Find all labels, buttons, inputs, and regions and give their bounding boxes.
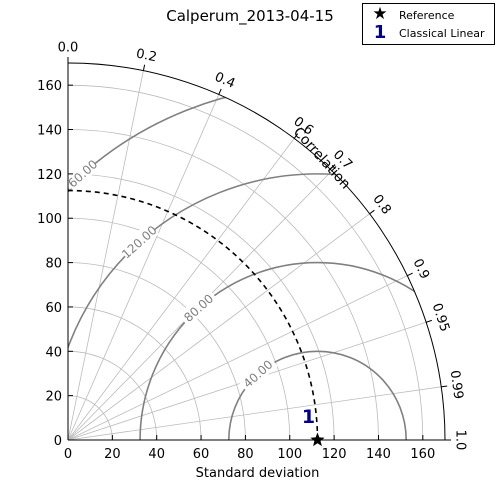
x-tick-label: 80 <box>237 447 254 462</box>
legend-item-reference: ★ Reference <box>363 4 494 25</box>
reference-std-arc <box>67 189 319 441</box>
std-grid-arc <box>67 395 113 441</box>
y-tick-label: 100 <box>37 212 62 227</box>
data-points: 1 <box>302 406 325 447</box>
gridlines <box>67 70 442 441</box>
correlation-tick-label: 0.99 <box>447 369 466 400</box>
x-tick-label: 100 <box>277 447 302 462</box>
axes <box>67 57 451 441</box>
std-grid-arc <box>67 84 424 441</box>
tick-labels: 00 20 20 40 40 60 60 80 80 100 100 120 120 140 140 160 1… <box>37 41 467 463</box>
correlation-tick <box>331 166 337 172</box>
x-tick-label: 60 <box>193 447 210 462</box>
x-tick-label: 40 <box>148 447 165 462</box>
outer-arc <box>67 62 446 441</box>
rms-label-bg <box>237 354 278 393</box>
correlation-tick <box>293 133 299 139</box>
std-grid-arc <box>67 217 291 441</box>
reference-std-arc <box>67 189 319 441</box>
x-tick-label: 0 <box>64 447 72 462</box>
std-grid-arc <box>67 173 335 441</box>
y-tick-label: 60 <box>45 301 62 316</box>
correlation-tick <box>441 385 448 388</box>
rms-label-bg <box>118 222 159 261</box>
y-tick-label: 80 <box>45 257 62 272</box>
legend: ★ Reference 1 Classical Linear <box>362 3 495 45</box>
y-tick-label: 0 <box>54 434 62 449</box>
rms-contour <box>68 173 445 440</box>
legend-label-classical-linear: Classical Linear <box>399 27 485 40</box>
x-tick-label: 140 <box>366 447 391 462</box>
y-tick-label: 140 <box>37 124 62 139</box>
correlation-ray <box>67 94 220 441</box>
correlation-ray <box>67 386 442 441</box>
rms-contour-label: 120.00 <box>119 223 160 262</box>
point-classical-linear: 1 <box>302 406 315 428</box>
correlation-tick-label: 0.9 <box>410 257 433 282</box>
rms-contour <box>139 261 445 440</box>
std-grid-arc <box>67 306 202 441</box>
correlation-tick <box>425 319 433 323</box>
x-tick-label: 120 <box>322 447 347 462</box>
correlation-tick-label: 0.2 <box>135 47 158 66</box>
rms-contour <box>227 350 407 440</box>
correlation-tick <box>218 88 222 95</box>
correlation-tick-label: 0.0 <box>58 41 79 56</box>
correlation-ray <box>67 275 408 441</box>
rms-contour-label: 160.00 <box>60 157 101 196</box>
correlation-tick-label: 1.0 <box>453 430 468 451</box>
y-tick-label: 120 <box>37 168 62 183</box>
correlation-ray <box>67 213 370 441</box>
correlation-tick <box>369 209 375 215</box>
correlation-tick-label: 0.95 <box>429 302 452 334</box>
y-tick-label: 160 <box>37 79 62 94</box>
rms-label-bg <box>68 156 100 195</box>
y-tick-label: 20 <box>45 390 62 405</box>
correlation-ray <box>67 138 295 441</box>
star-icon: ★ <box>372 4 388 24</box>
correlation-tick-label: 0.8 <box>369 192 393 218</box>
correlation-ray <box>67 70 144 441</box>
legend-label-reference: Reference <box>399 9 455 22</box>
x-tick-label: 20 <box>104 447 121 462</box>
correlation-tick-label: 0.4 <box>212 70 237 92</box>
correlation-tick <box>407 272 413 277</box>
rms-label-bg <box>177 288 219 327</box>
x-tick-label: 160 <box>410 447 435 462</box>
legend-marker-classical-linear: 1 <box>373 22 387 43</box>
legend-item-classical-linear: 1 Classical Linear <box>363 22 494 43</box>
x-axis-label: Standard deviation <box>195 466 320 481</box>
y-tick-label: 40 <box>45 345 62 360</box>
chart-title: Calperum_2013-04-15 <box>166 7 334 25</box>
correlation-tick <box>142 64 146 71</box>
reference-star <box>310 432 325 447</box>
